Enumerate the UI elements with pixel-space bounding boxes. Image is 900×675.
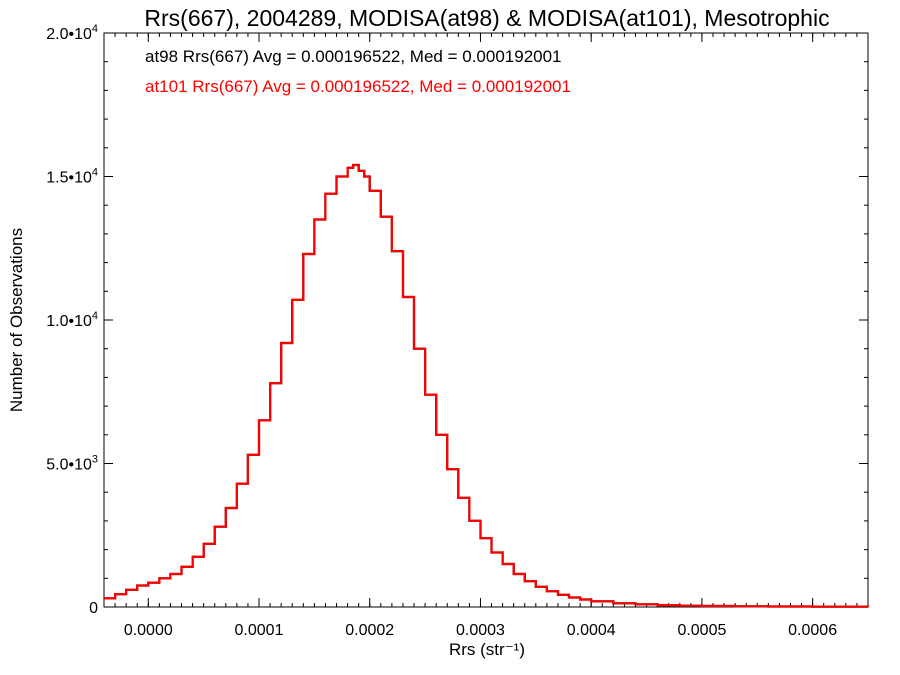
y-axis-label: Number of Observations xyxy=(7,228,26,412)
y-tick-label: 2.0•104 xyxy=(46,23,98,43)
series-layer xyxy=(104,163,870,608)
y-tick-label: 1.5•104 xyxy=(46,167,98,187)
y-axis: 0 5.0•103 1.0•104 1.5•104 2.0•104 xyxy=(46,23,868,617)
x-tick-label: 0.0001 xyxy=(235,622,284,639)
x-axis-label: Rrs (str⁻¹) xyxy=(449,640,525,659)
x-tick-label: 0.0003 xyxy=(456,622,505,639)
y-tick-label: 5.0•103 xyxy=(46,454,98,474)
y-tick-label: 1.0•104 xyxy=(46,310,98,330)
x-tick-label: 0.0004 xyxy=(567,622,616,639)
x-tick-label: 0.0005 xyxy=(677,622,726,639)
annotation-at101: at101 Rrs(667) Avg = 0.000196522, Med = … xyxy=(145,77,571,96)
annotation-at98: at98 Rrs(667) Avg = 0.000196522, Med = 0… xyxy=(145,47,562,66)
x-tick-label: 0.0002 xyxy=(345,622,394,639)
series-at101-line xyxy=(104,163,870,608)
chart-title: Rrs(667), 2004289, MODISA(at98) & MODISA… xyxy=(144,5,829,31)
y-tick-label: 0 xyxy=(89,600,98,617)
x-tick-label: 0.0006 xyxy=(788,622,837,639)
x-axis: 0.0000 0.0001 0.0002 0.0003 0.0004 0.0005 0.00… xyxy=(103,33,869,639)
x-tick-label: 0.0000 xyxy=(124,622,173,639)
